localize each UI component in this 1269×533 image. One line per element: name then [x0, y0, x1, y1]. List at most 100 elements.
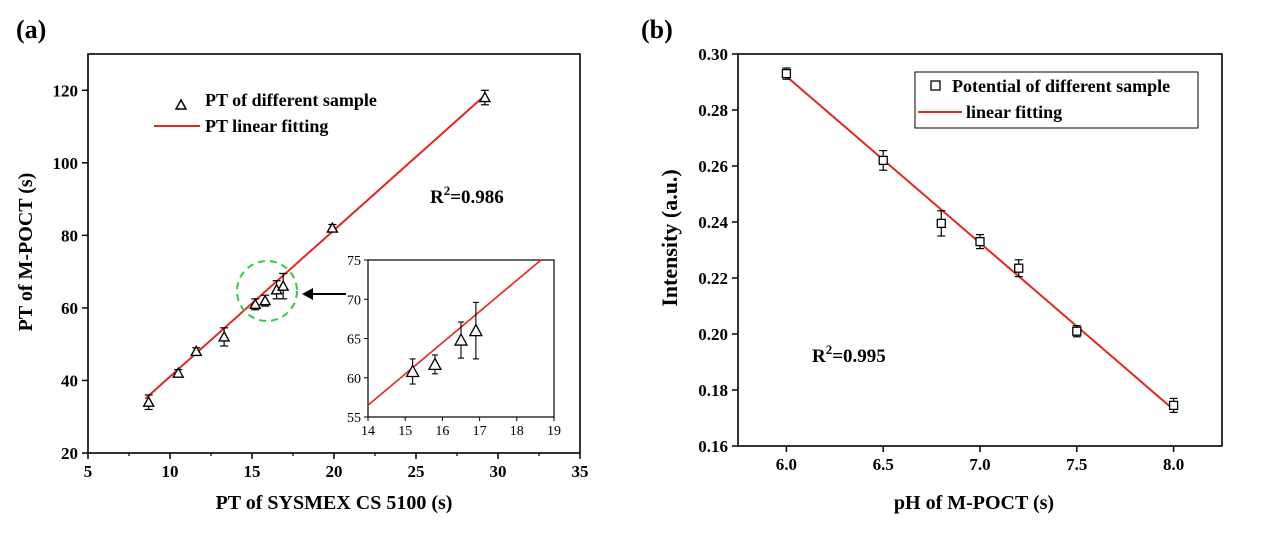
legend-b: Potential of different sample linear fit…: [914, 71, 1199, 129]
inset-y-tick-label: 65: [347, 333, 361, 348]
data-point: [190, 344, 203, 357]
legend-a: PT of different sample PT linear fitting: [154, 90, 377, 136]
marker-square: [1168, 400, 1179, 411]
data-point: [326, 221, 339, 233]
x-tick-label: 7.5: [1066, 455, 1087, 474]
inset-data-point: [427, 354, 443, 375]
r-squared-a: R2=0.986: [430, 183, 504, 208]
x-tick-label: 25: [408, 462, 425, 481]
x-axis-title-b: pH of M-POCT (s): [894, 492, 1054, 514]
r-squared-b: R2=0.995: [812, 342, 886, 367]
y-tick-label: 60: [61, 299, 78, 318]
inset-x-tick-label: 15: [398, 424, 412, 439]
x-tick-label: 35: [572, 462, 589, 481]
marker-square: [1014, 263, 1024, 273]
y-tick-label: 20: [61, 444, 78, 463]
x-tick-label: 15: [244, 462, 261, 481]
marker-square: [781, 68, 792, 79]
marker-square: [936, 218, 946, 229]
panel-b: (b) 6.0 6.5 7.0 7.5 8.0 0.16 0.18 0.20 0.22 0.24 0…: [641, 15, 1223, 514]
marker-triangle: [142, 395, 155, 407]
panel-label-a: (a): [16, 15, 46, 44]
y-tick-label: 0.20: [698, 325, 728, 344]
x-tick-label: 20: [326, 462, 343, 481]
data-point: [172, 366, 185, 378]
inset-fit-line: [367, 259, 542, 406]
y-tick-label: 120: [53, 81, 79, 100]
legend-marker-triangle: [174, 98, 188, 110]
inset-marker-triangle: [468, 323, 483, 337]
legend-label-sample-a: PT of different sample: [205, 90, 377, 110]
inset-plot: 14 15 16 17 18 19 55 60 65 70 75: [347, 254, 561, 439]
y-tick-label: 0.22: [698, 269, 728, 288]
x-tick-label: 8.0: [1163, 455, 1184, 474]
panel-a: (a) 5 10 15 20 25 30 35 20 40 60 80 100 120 PT of SY…: [15, 15, 589, 514]
x-axis-title-a: PT of SYSMEX CS 5100 (s): [216, 492, 453, 514]
arrow-to-inset: [302, 288, 346, 300]
legend-marker-square: [930, 80, 941, 91]
data-point: [1168, 397, 1179, 413]
x-tick-label: 6.5: [873, 455, 894, 474]
marker-triangle: [258, 294, 272, 306]
legend-box-b: [914, 71, 1199, 129]
y-axis-title-a: PT of M-POCT (s): [15, 173, 37, 332]
marker-square: [975, 236, 985, 247]
inset-x-tick-label: 19: [547, 424, 561, 439]
axes-b: 6.0 6.5 7.0 7.5 8.0 0.16 0.18 0.20 0.22 0.24 0.26 0…: [698, 45, 1223, 474]
data-point: [781, 67, 792, 80]
legend-label-sample-b: Potential of different sample: [952, 76, 1170, 96]
inset-marker-triangle: [405, 364, 420, 378]
inset-data-point: [405, 358, 420, 385]
marker-triangle: [326, 221, 339, 233]
marker-triangle: [190, 344, 203, 357]
x-tick-label: 10: [162, 462, 179, 481]
fit-line: [144, 93, 488, 400]
marker-triangle: [249, 297, 262, 309]
x-tick-label: 7.0: [969, 455, 990, 474]
data-point: [878, 150, 888, 171]
inset-data-point: [453, 321, 469, 359]
y-tick-label: 0.24: [698, 213, 728, 232]
marker-square: [1072, 326, 1082, 336]
data-point: [258, 294, 272, 307]
data-point: [1072, 325, 1082, 338]
data-point: [142, 394, 155, 411]
y-tick-label: 0.30: [698, 45, 728, 64]
y-tick-label: 0.16: [698, 437, 728, 456]
inset-x-tick-label: 16: [435, 424, 449, 439]
inset-marker-triangle: [453, 332, 469, 346]
inset-y-tick-label: 70: [347, 293, 361, 308]
inset-marker-triangle: [427, 357, 443, 371]
inset-x-tick-label: 14: [361, 424, 375, 439]
inset-y-tick-label: 60: [347, 372, 361, 387]
x-tick-label: 30: [490, 462, 507, 481]
axes-a: 5 10 15 20 25 30 35 20 40 60 80 100 120: [53, 53, 589, 481]
y-tick-label: 0.18: [698, 381, 728, 400]
inset-y-tick-label: 55: [347, 411, 361, 426]
marker-triangle: [276, 279, 290, 291]
data-point: [1014, 259, 1024, 278]
inset-x-tick-label: 17: [473, 424, 487, 439]
data-point: [217, 327, 231, 347]
y-axis-title-b: Intensity (a.u.): [657, 169, 682, 307]
marker-triangle: [172, 366, 185, 378]
data-point: [936, 210, 946, 237]
x-tick-label: 6.0: [776, 455, 797, 474]
data-point: [975, 234, 985, 250]
data-point: [249, 297, 262, 311]
x-tick-label: 5: [84, 462, 93, 481]
y-tick-label: 40: [61, 371, 78, 390]
y-tick-label: 0.26: [698, 157, 728, 176]
highlight-circle: [236, 260, 298, 322]
y-tick-label: 80: [61, 226, 78, 245]
inset-data-point: [468, 301, 483, 360]
y-tick-label: 0.28: [698, 101, 728, 120]
panel-label-b: (b): [641, 15, 673, 44]
legend-label-fit-a: PT linear fitting: [205, 116, 328, 136]
marker-triangle: [478, 91, 492, 103]
data-point: [478, 89, 492, 106]
marker-square: [878, 155, 888, 166]
data-point: [276, 272, 290, 300]
inset-y-tick-label: 75: [347, 254, 361, 269]
